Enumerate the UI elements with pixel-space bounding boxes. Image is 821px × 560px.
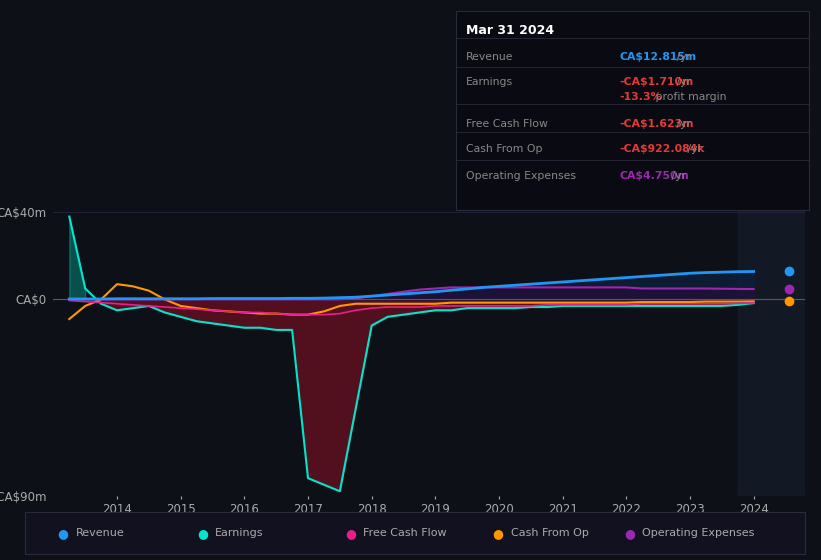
Text: -CA$922.084k: -CA$922.084k	[620, 144, 705, 155]
Text: Revenue: Revenue	[76, 529, 124, 538]
Text: Mar 31 2024: Mar 31 2024	[466, 24, 553, 36]
Text: Operating Expenses: Operating Expenses	[642, 529, 754, 538]
Text: Revenue: Revenue	[466, 52, 513, 62]
Text: /yr: /yr	[684, 144, 702, 155]
Text: ●: ●	[197, 527, 208, 540]
Text: /yr: /yr	[673, 119, 691, 129]
Text: Cash From Op: Cash From Op	[466, 144, 542, 155]
Text: /yr: /yr	[673, 77, 691, 87]
Text: profit margin: profit margin	[652, 92, 727, 102]
Text: CA$4.750m: CA$4.750m	[620, 171, 690, 181]
Text: ●: ●	[493, 527, 503, 540]
Text: ●: ●	[57, 527, 68, 540]
Text: /yr: /yr	[673, 52, 691, 62]
Text: -13.3%: -13.3%	[620, 92, 663, 102]
Text: ●: ●	[345, 527, 355, 540]
Text: Operating Expenses: Operating Expenses	[466, 171, 576, 181]
Text: ●: ●	[624, 527, 635, 540]
Text: Cash From Op: Cash From Op	[511, 529, 589, 538]
Text: Free Cash Flow: Free Cash Flow	[363, 529, 447, 538]
Text: CA$12.815m: CA$12.815m	[620, 52, 697, 62]
Text: Earnings: Earnings	[466, 77, 512, 87]
Bar	[738, 190, 805, 496]
Text: /yr: /yr	[668, 171, 686, 181]
Text: -CA$1.623m: -CA$1.623m	[620, 119, 695, 129]
Text: Free Cash Flow: Free Cash Flow	[466, 119, 548, 129]
Text: -CA$1.710m: -CA$1.710m	[620, 77, 694, 87]
Text: Earnings: Earnings	[215, 529, 264, 538]
